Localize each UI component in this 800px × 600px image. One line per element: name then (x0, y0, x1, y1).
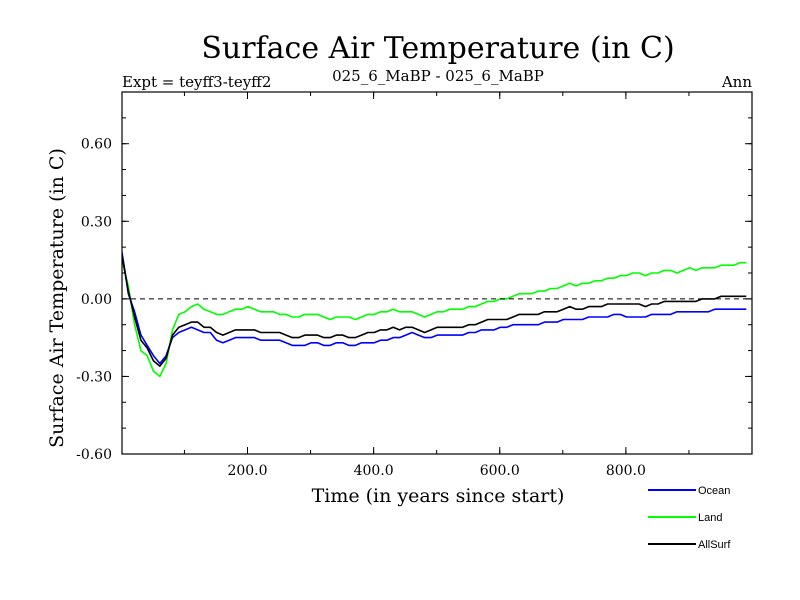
y-axis-label: Surface Air Temperature (in C) (46, 148, 68, 448)
y-tick-label: 0.00 (81, 292, 112, 308)
subtitle-left: Expt = teyff3-teyff2 (122, 73, 271, 91)
legend-label-ocean: Ocean (698, 485, 730, 497)
series-line-land (122, 259, 747, 378)
subtitle-right: Ann (721, 73, 752, 91)
legend-label-allsurf: AllSurf (698, 539, 731, 551)
legend-label-land: Land (698, 512, 722, 524)
x-tick-label: 600.0 (480, 463, 520, 479)
subtitle-center: 025_6_MaBP - 025_6_MaBP (332, 67, 544, 85)
x-tick-label: 200.0 (227, 463, 267, 479)
series-line-allsurf (122, 254, 747, 367)
y-tick-label: 0.60 (81, 137, 112, 153)
series-line-ocean (122, 252, 747, 365)
chart-title: Surface Air Temperature (in C) (201, 31, 674, 66)
y-tick-label: -0.30 (76, 369, 112, 385)
legend: Ocean Land AllSurf (648, 485, 731, 551)
y-tick-label: -0.60 (76, 447, 112, 463)
x-tick-label: 800.0 (606, 463, 646, 479)
x-axis-label: Time (in years since start) (312, 485, 565, 507)
x-tick-label: 400.0 (354, 463, 394, 479)
axis-layer: -0.60 -0.30 0.00 0.30 0.60 200.0 400.0 600.0 800… (76, 91, 752, 479)
y-tick-label: 0.30 (81, 214, 112, 230)
series-layer (122, 252, 747, 378)
